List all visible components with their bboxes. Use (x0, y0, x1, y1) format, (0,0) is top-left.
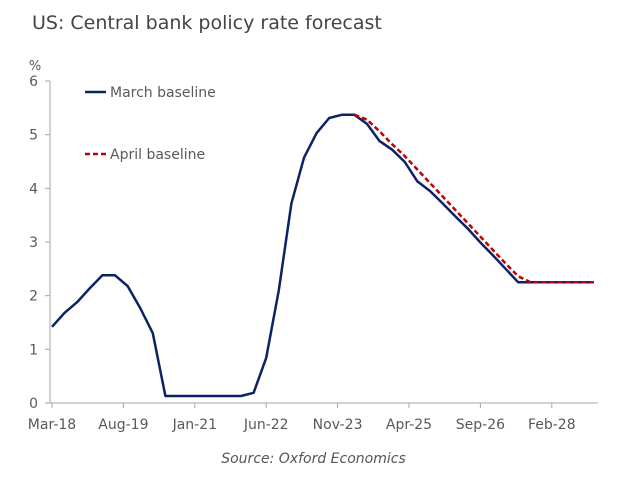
source-note: Source: Oxford Economics (221, 451, 406, 467)
x-tick-label: Aug-19 (98, 417, 148, 433)
legend-label: April baseline (110, 147, 205, 163)
x-tick-label: Sep-26 (456, 417, 505, 433)
x-tick-label: Feb-28 (528, 417, 576, 433)
x-tick-label: Mar-18 (28, 417, 76, 433)
x-tick-label: Jun-22 (243, 417, 289, 433)
y-tick-label: 1 (29, 342, 38, 358)
series-line-march-baseline (51, 113, 594, 398)
x-tick-label: Nov-23 (313, 417, 363, 433)
x-tick-label: Jan-21 (172, 417, 217, 433)
y-tick-label: 5 (29, 128, 38, 144)
y-tick-label: 0 (29, 396, 38, 412)
y-tick-label: 2 (29, 289, 38, 305)
y-tick-label: 3 (29, 235, 38, 251)
y-tick-label: 4 (29, 181, 38, 197)
y-tick-label: 6 (29, 74, 38, 90)
chart-title: US: Central bank policy rate forecast (32, 12, 382, 34)
series-line-april-baseline (353, 113, 594, 284)
y-axis-label: % (29, 59, 41, 74)
x-tick-label: Apr-25 (386, 417, 432, 433)
legend-label: March baseline (110, 85, 216, 101)
